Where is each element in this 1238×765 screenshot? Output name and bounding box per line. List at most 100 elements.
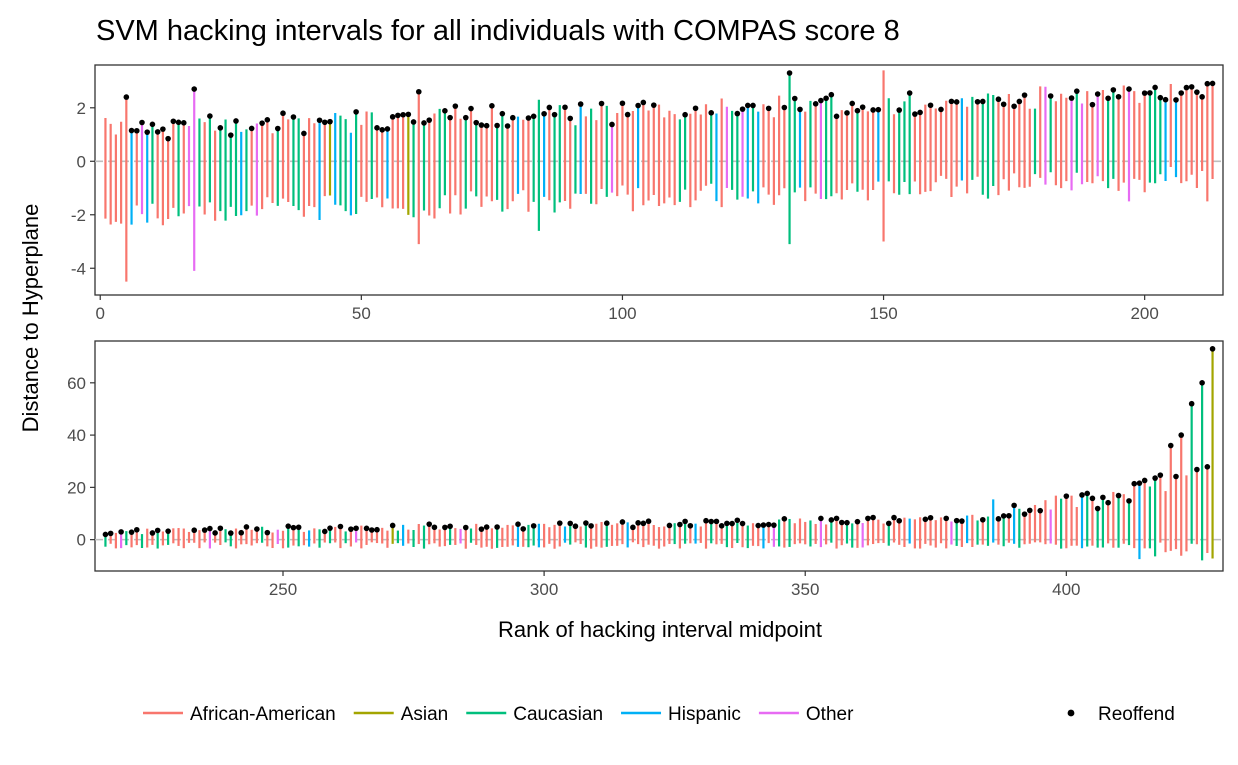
reoffend-point-62: [421, 120, 427, 126]
reoffend-point-317: [630, 524, 636, 531]
reoffend-point-235: [201, 527, 208, 533]
reoffend-point-15: [175, 119, 182, 126]
reoffend-point-122: [734, 110, 741, 117]
reoffend-point-13: [165, 135, 171, 142]
reoffend-point-315: [619, 519, 626, 525]
reoffend-point-182: [1047, 93, 1054, 99]
reoffend-point-61: [415, 88, 422, 95]
reoffend-point-202: [1152, 84, 1158, 91]
x-tick-label: 200: [1130, 304, 1158, 323]
reoffend-point-366: [885, 520, 892, 527]
reoffend-point-187: [1073, 88, 1080, 94]
reoffend-point-263: [348, 526, 354, 532]
x-tick-label: 250: [269, 580, 297, 599]
reoffend-point-282: [447, 523, 453, 530]
reoffend-point-87: [551, 111, 558, 118]
reoffend-point-54: [379, 127, 386, 133]
reoffend-point-268: [374, 526, 380, 533]
reoffend-point-404: [1084, 490, 1091, 497]
reoffend-point-37: [290, 114, 297, 120]
reoffend-point-377: [943, 515, 950, 522]
reoffend-point-207: [1178, 90, 1185, 96]
reoffend-point-424: [1188, 400, 1195, 407]
reoffend-point-138: [818, 97, 824, 104]
reoffend-point-132: [786, 70, 793, 76]
reoffend-point-163: [948, 98, 955, 105]
reoffend-point-353: [818, 515, 824, 522]
reoffend-point-426: [1199, 380, 1205, 386]
reoffend-point-384: [979, 516, 986, 523]
reoffend-point-271: [389, 522, 396, 529]
reoffend-point-395: [1037, 507, 1044, 514]
reoffend-point-211: [1199, 94, 1205, 100]
panel-bottom-marks: [95, 346, 1223, 561]
reoffend-point-291: [494, 524, 500, 530]
reoffend-point-128: [765, 105, 772, 112]
reoffend-point-68: [452, 103, 459, 109]
reoffend-point-400: [1063, 493, 1070, 499]
reoffend-point-420: [1167, 442, 1174, 449]
reoffend-point-242: [238, 529, 245, 536]
reoffend-point-298: [530, 523, 537, 529]
reoffend-point-103: [635, 102, 641, 109]
reoffend-point-407: [1100, 494, 1106, 501]
reoffend-point-23: [217, 125, 224, 131]
reoffend-point-190: [1089, 101, 1096, 108]
reoffend-point-278: [426, 521, 433, 527]
reoffend-point-253: [295, 524, 302, 531]
reoffend-point-11: [154, 129, 161, 135]
reoffend-point-251: [285, 523, 292, 529]
reoffend-point-14: [170, 118, 177, 125]
legend-item-hispanic: Hispanic: [621, 704, 741, 725]
legend: African-American Asian Caucasian Hispanic Ot…: [143, 704, 1175, 725]
legend-item-asian: Asian: [353, 704, 448, 725]
reoffend-point-176: [1016, 98, 1023, 105]
reoffend-point-295: [515, 521, 521, 528]
reoffend-point-7: [133, 127, 140, 134]
reoffend-point-141: [833, 113, 840, 120]
legend-label: Other: [806, 704, 854, 725]
reoffend-point-58: [400, 111, 406, 118]
reoffend-point-233: [191, 527, 198, 534]
y-tick-label: 0: [77, 531, 86, 550]
reoffend-point-117: [708, 110, 715, 116]
reoffend-point-44: [327, 118, 333, 125]
reoffend-point-78: [504, 123, 511, 129]
reoffend-point-155: [906, 90, 913, 96]
reoffend-point-305: [567, 520, 574, 527]
x-tick-label: 150: [869, 304, 897, 323]
reoffend-point-172: [995, 96, 1002, 103]
legend-label: Caucasian: [513, 704, 603, 725]
reoffend-point-157: [917, 109, 923, 116]
reoffend-point-175: [1011, 103, 1017, 110]
reoffend-point-26: [233, 118, 239, 124]
reoffend-point-85: [541, 110, 547, 117]
reoffend-point-240: [227, 530, 234, 536]
reoffend-point-74: [483, 122, 490, 129]
reoffend-point-303: [556, 520, 563, 526]
reoffend-point-336: [729, 520, 735, 527]
panel-bottom-axes: 0 20 40 60 250 300 350 400: [67, 374, 1080, 599]
reoffend-point-133: [791, 95, 798, 102]
reoffend-point-9: [144, 129, 151, 135]
reoffend-point-427: [1204, 464, 1211, 470]
reoffend-point-104: [640, 99, 647, 106]
reoffend-point-428: [1209, 346, 1216, 352]
reoffend-point-77: [499, 110, 506, 117]
reoffend-point-72: [473, 119, 480, 126]
reoffend-point-417: [1152, 475, 1158, 481]
reoffend-point-177: [1021, 92, 1028, 98]
reoffend-point-201: [1147, 90, 1153, 96]
reoffend-point-319: [640, 520, 647, 527]
reoffend-point-312: [603, 520, 610, 526]
reoffend-point-338: [739, 520, 746, 527]
reoffend-point-75: [489, 103, 495, 109]
reoffend-point-355: [828, 517, 835, 523]
reoffend-point-63: [426, 117, 433, 123]
reoffend-point-145: [854, 107, 861, 114]
reoffend-point-418: [1157, 472, 1164, 478]
reoffend-point-92: [577, 101, 584, 107]
reoffend-point-332: [708, 518, 715, 525]
reoffend-point-123: [739, 106, 746, 112]
reoffend-point-98: [609, 121, 615, 128]
